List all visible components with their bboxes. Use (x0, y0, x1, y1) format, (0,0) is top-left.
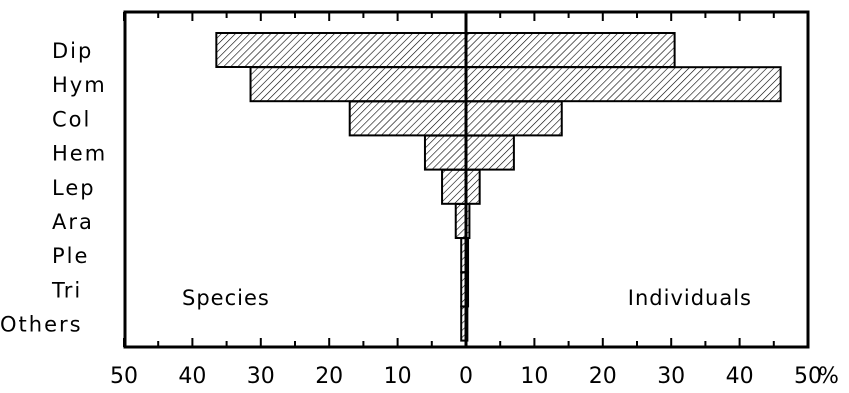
x-tick-label: 20 (589, 364, 617, 389)
category-label-others: Others (0, 313, 83, 337)
x-tick-label: 30 (657, 364, 685, 389)
bar-species-hem (423, 134, 467, 171)
category-label-tri: Tri (51, 278, 82, 302)
individuals-bars (465, 32, 782, 342)
category-label-hym: Hym (52, 73, 107, 97)
bar-individuals-dip (465, 32, 676, 68)
category-labels: Dip Hym Col Hem Lep Ara Ple Tri Others (0, 39, 107, 337)
bar-individuals-hym (465, 66, 782, 103)
bar-individuals-col (465, 100, 563, 137)
x-tick-label: 10 (384, 364, 412, 389)
bar-individuals-lep (465, 168, 481, 205)
x-tick-label: 40 (178, 364, 206, 389)
x-tick-label: 30 (247, 364, 275, 389)
individuals-region-label: Individuals (628, 286, 752, 310)
category-label-lep: Lep (52, 176, 96, 200)
unit-label: % (818, 364, 839, 389)
x-tick-label: 40 (726, 364, 754, 389)
x-tick-label: 50 (794, 364, 822, 389)
x-tick-label: 50 (110, 364, 138, 389)
x-tick-labels: 50 40 30 20 10 0 10 20 30 40 50 (110, 364, 822, 389)
category-label-hem: Hem (52, 142, 107, 166)
species-region-label: Species (182, 286, 270, 310)
x-ticks (123, 12, 809, 347)
bar-species-col (348, 100, 467, 137)
bar-species-lep (441, 168, 467, 205)
bar-individuals-hem (465, 134, 515, 171)
category-label-ple: Ple (52, 244, 89, 268)
category-label-col: Col (52, 107, 91, 131)
category-label-ara: Ara (52, 210, 94, 234)
x-tick-label: 20 (315, 364, 343, 389)
category-label-dip: Dip (52, 39, 93, 63)
bar-species-ara (454, 203, 467, 239)
x-tick-label: 10 (520, 364, 548, 389)
x-tick-label: 0 (459, 364, 473, 389)
bar-species-dip (215, 32, 467, 68)
bar-species-hym (249, 66, 467, 103)
species-bars (215, 32, 468, 342)
